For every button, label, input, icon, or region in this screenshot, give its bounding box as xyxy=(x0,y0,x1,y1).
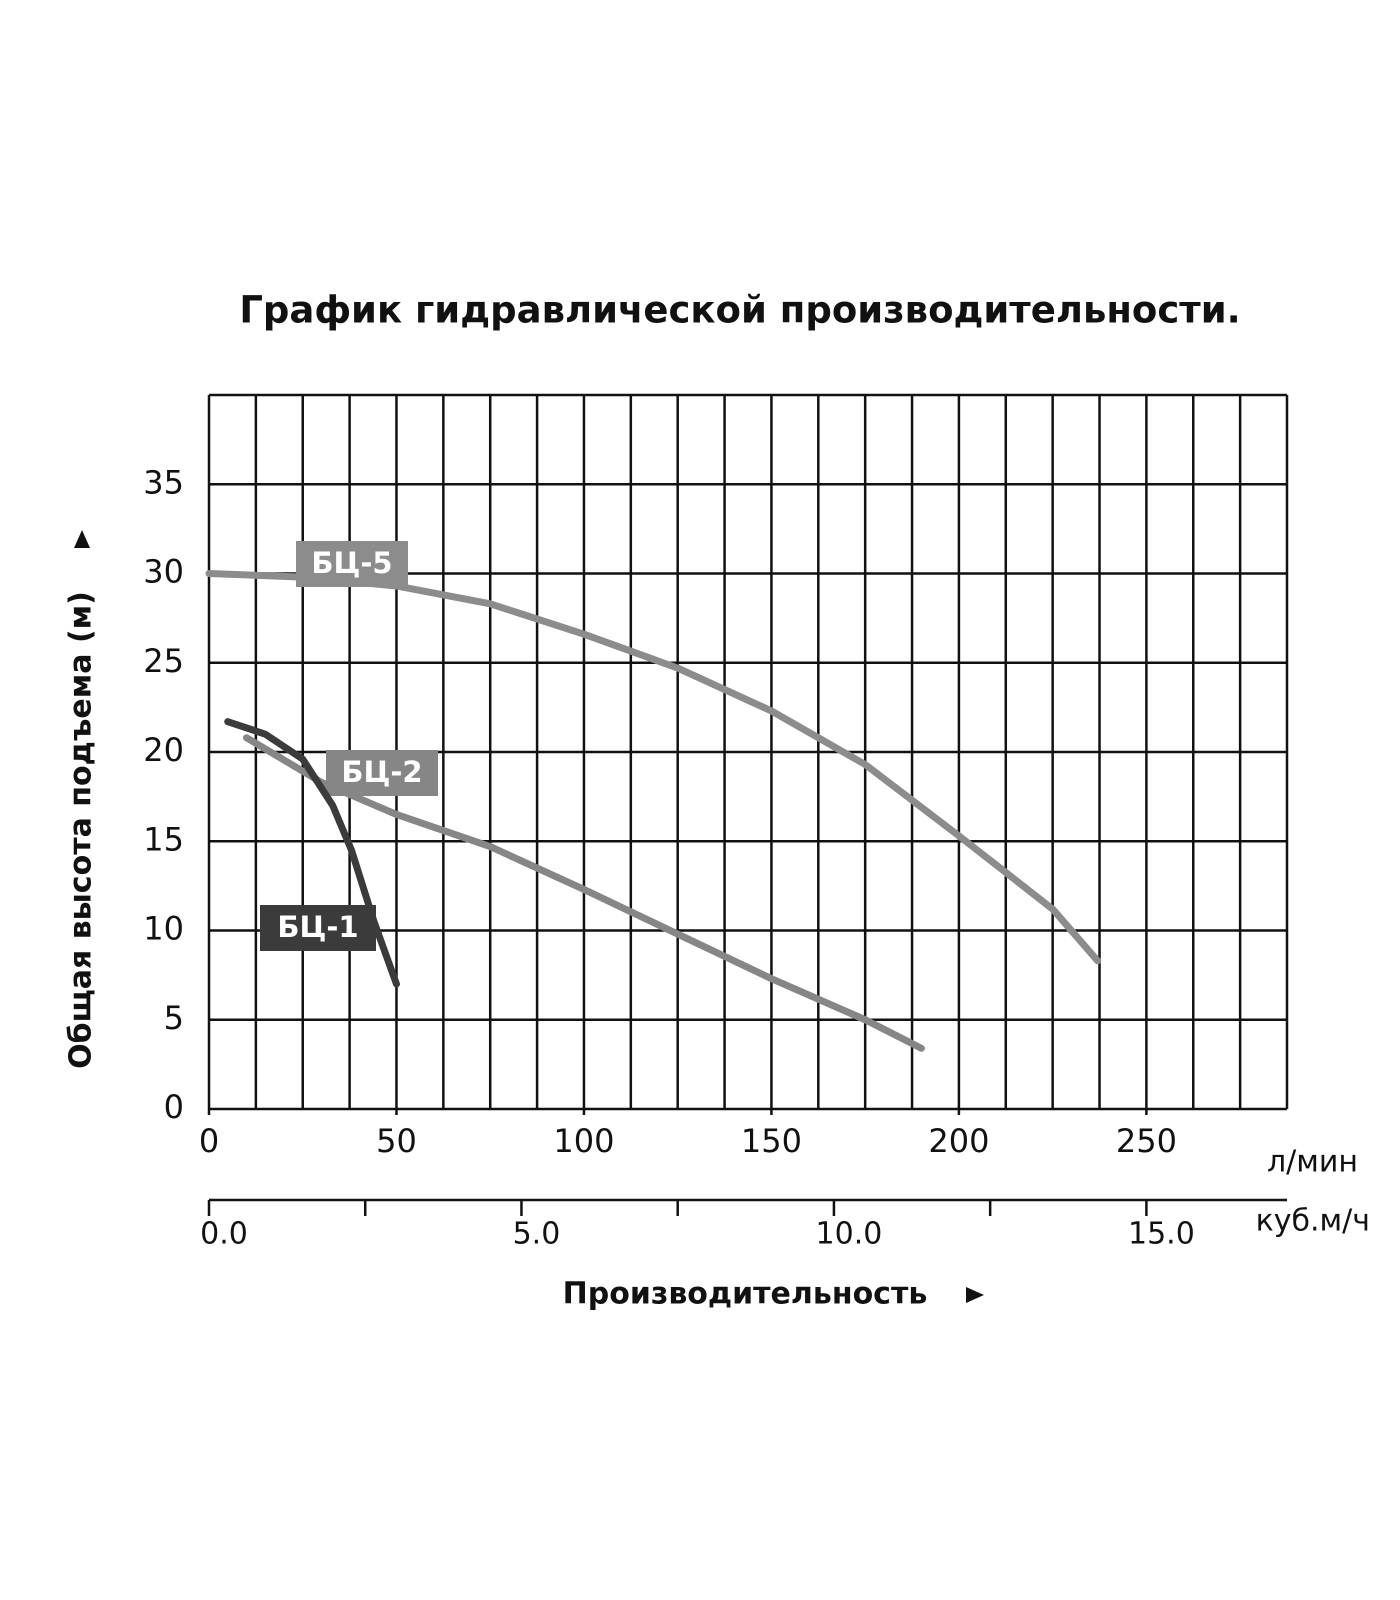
x-tick-label: 50 xyxy=(376,1122,417,1160)
x2-tick-label: 0.0 xyxy=(200,1217,248,1252)
y-tick-label: 10 xyxy=(143,910,184,948)
y-tick-label: 0 xyxy=(164,1088,184,1126)
x-axis-title: Производительность xyxy=(563,1277,928,1312)
y-tick-label: 20 xyxy=(143,731,184,769)
y-tick-label: 25 xyxy=(143,642,184,680)
y-axis-title: Общая высота подъема (м) xyxy=(64,591,99,1069)
series-label-box xyxy=(296,541,408,587)
x-tick-label: 250 xyxy=(1116,1122,1177,1160)
series-label: БЦ-5 xyxy=(311,546,392,580)
x-unit: л/мин xyxy=(1267,1145,1358,1180)
x2-tick-label: 10.0 xyxy=(816,1217,883,1252)
x-tick-label: 100 xyxy=(553,1122,614,1160)
x-tick-label: 150 xyxy=(741,1122,802,1160)
x2-unit: куб.м/ч xyxy=(1256,1204,1370,1239)
series-label: БЦ-1 xyxy=(277,910,358,944)
y-tick-label: 35 xyxy=(143,463,184,501)
y-tick-label: 5 xyxy=(164,999,184,1037)
series-label-box xyxy=(326,750,438,796)
y-tick-label: 30 xyxy=(143,553,184,591)
y-arrow xyxy=(74,530,90,548)
y-tick-label: 15 xyxy=(143,820,184,858)
x2-tick-label: 5.0 xyxy=(513,1217,561,1252)
x2-tick-label: 15.0 xyxy=(1128,1217,1195,1252)
x-tick-label: 0 xyxy=(199,1122,219,1160)
series-label-box xyxy=(260,905,376,951)
x-arrow xyxy=(966,1287,984,1303)
series-label: БЦ-2 xyxy=(341,755,422,789)
chart-title: График гидравлической производительности… xyxy=(239,289,1240,332)
x-tick-label: 200 xyxy=(928,1122,989,1160)
